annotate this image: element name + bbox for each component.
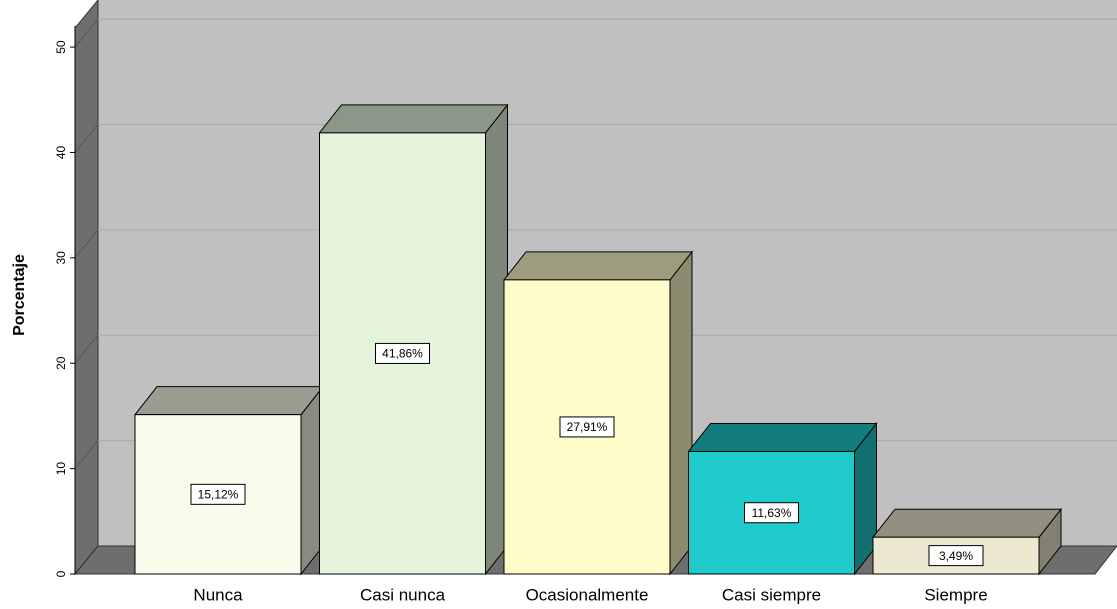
bar-top [502, 251, 694, 281]
value-label: 11,63% [752, 506, 792, 520]
y-tick-label: 50 [54, 40, 68, 54]
y-tick-label: 0 [54, 570, 68, 577]
y-tick-label: 30 [54, 251, 68, 265]
bar-top [687, 422, 878, 452]
grid-line [74, 124, 99, 153]
x-tick-label: Casi siempre [722, 585, 821, 604]
value-label-box [559, 416, 615, 438]
value-label-box [928, 545, 984, 567]
grid-line [74, 18, 99, 48]
grid-line [74, 334, 99, 364]
value-label: 3,49% [939, 549, 973, 563]
y-axis-label: Porcentaje [11, 254, 28, 336]
x-tick-label: Siempre [924, 585, 987, 604]
value-label-box [375, 342, 430, 364]
x-tick-label: Casi nunca [360, 585, 446, 604]
y-tick-label: 20 [54, 356, 68, 370]
value-label-box [190, 483, 246, 505]
bar-top [318, 104, 509, 134]
x-tick-label: Nunca [193, 585, 243, 604]
grid-line [74, 229, 99, 259]
value-label-box [744, 502, 799, 524]
grid-line [74, 440, 99, 469]
y-tick-label: 40 [54, 145, 68, 159]
x-tick-label: Ocasionalmente [526, 585, 649, 604]
y-tick-label: 10 [54, 462, 68, 476]
value-label: 27,91% [567, 420, 608, 434]
bar-top [871, 508, 1063, 538]
value-label: 41,86% [382, 347, 423, 361]
bar-top [133, 386, 325, 416]
value-label: 15,12% [198, 488, 239, 502]
side-wall [74, 0, 99, 576]
